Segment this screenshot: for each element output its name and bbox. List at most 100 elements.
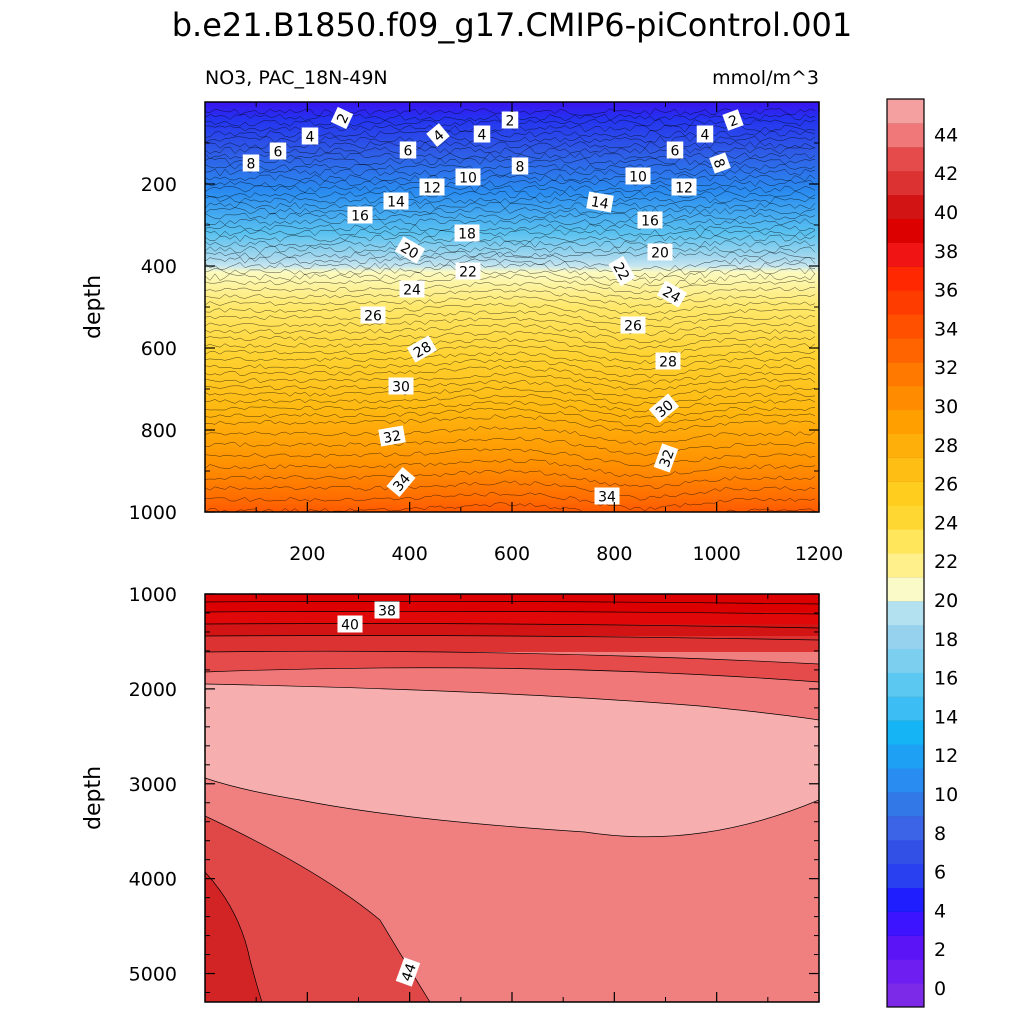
contour-label: 10 [455,168,481,187]
contour-label: 20 [647,243,673,262]
colorbar-swatch [887,648,924,673]
contour-label-bg [374,601,400,619]
contour-line [205,245,816,254]
contour-label-text: 26 [364,309,382,325]
y-tick-label: 1000 [129,502,177,524]
contour-label: 6 [399,141,417,160]
contour-label-text: 10 [459,171,477,187]
contour-line [205,469,816,490]
contour-line [205,268,816,289]
contour-label-text: 12 [675,181,693,197]
contour-line [205,330,816,350]
x-tick-label: 1000 [692,543,740,565]
contour-label: 22 [608,255,636,287]
contour-label: 34 [594,487,620,506]
contour-line [205,223,816,232]
contour-label-text: 32 [382,428,402,447]
contour-label-text: 14 [590,194,610,213]
contour-label-bg [647,243,673,261]
contour-label-bg [301,127,319,145]
contour-label: 8 [242,154,260,173]
contour-line [205,282,816,301]
x-tick-label: 800 [596,543,632,565]
colorbar-tick-label: 10 [934,784,958,806]
contour-label-text: 10 [629,170,647,186]
contour-label-text: 20 [398,240,421,263]
colorbar-swatch [887,218,924,243]
colorbar-swatch [887,744,924,769]
contour-line [205,212,816,221]
contour-label-bg [653,443,679,473]
colorbar-swatch [887,672,924,697]
x-tick-label: 600 [494,543,530,565]
colorbar-swatch [887,624,924,650]
colorbar-swatch [887,290,924,315]
contour-line [205,323,816,344]
contour-line [205,288,816,308]
colorbar-tick-label: 32 [934,357,958,379]
contour-line [205,400,816,419]
contour-line [205,492,816,512]
colorbar-swatch [887,481,924,506]
contour-line [205,425,816,446]
colorbar-swatch [887,839,924,865]
contour-label: 28 [406,335,438,363]
colorbar-tick-label: 16 [934,668,958,690]
contour-label: 2 [501,111,519,130]
contour-label-text: 24 [660,284,684,307]
contour-line [205,263,816,284]
colorbar-swatch [887,505,924,530]
contour-label: 44 [395,957,421,987]
contour-label-text: 12 [423,181,441,197]
contour-line [205,351,816,371]
y-tick-label: 4000 [129,869,177,891]
contour-line [205,394,816,413]
contour-label-text: 14 [387,195,405,211]
colorbar-swatch [887,911,924,936]
contour-label: 14 [383,192,409,211]
contour-label: 22 [455,262,481,281]
contour-label: 2 [330,106,354,130]
contour-line [205,190,816,199]
variable-label: NO3, PAC_18N-49N [205,67,388,89]
contour-label-bg [269,142,287,160]
contour-label: 4 [696,125,714,144]
colorbar-swatch [887,385,924,411]
colorbar-tick-label: 30 [934,396,958,418]
y-tick-label: 800 [141,420,177,442]
colorbar-swatch [887,433,924,458]
contour-line [205,251,816,259]
contour-label: 10 [625,167,651,186]
colorbar-swatch [887,983,924,1008]
colorbar-swatch [887,863,924,889]
x-tick-label: 1200 [795,543,843,565]
contour-label-text: 44 [399,961,420,983]
contour-line [205,185,816,193]
y-tick-label: 400 [141,256,177,278]
colorbar-swatch [887,529,924,554]
colorbar-swatch [887,337,924,363]
colorbar-tick-label: 26 [934,474,958,496]
lower-ticks: 1000 2000 3000 4000 5000 [129,584,820,1002]
contour-label-text: 20 [651,246,669,262]
contour-line [205,274,816,294]
y-tick-label: 200 [141,174,177,196]
contour-label-text: 8 [516,160,525,176]
contour-label: 4 [301,127,319,146]
contour-label-bg [637,211,663,229]
contour-label-bg [608,255,636,287]
contour-label: 4 [473,125,491,144]
contour-line [205,407,816,428]
contour-line [205,344,816,365]
contour-label-text: 6 [274,145,283,161]
contour-label-text: 28 [659,355,677,371]
contour-label-text: 24 [403,283,421,299]
contour-label: 30 [388,377,414,396]
contour-line [205,458,816,479]
contour-label-text: 18 [458,227,476,243]
colorbar-swatch [887,553,924,578]
contour-label: 6 [269,142,287,161]
upper-y-label: depth [81,275,106,339]
contour-label-bg [337,615,363,633]
